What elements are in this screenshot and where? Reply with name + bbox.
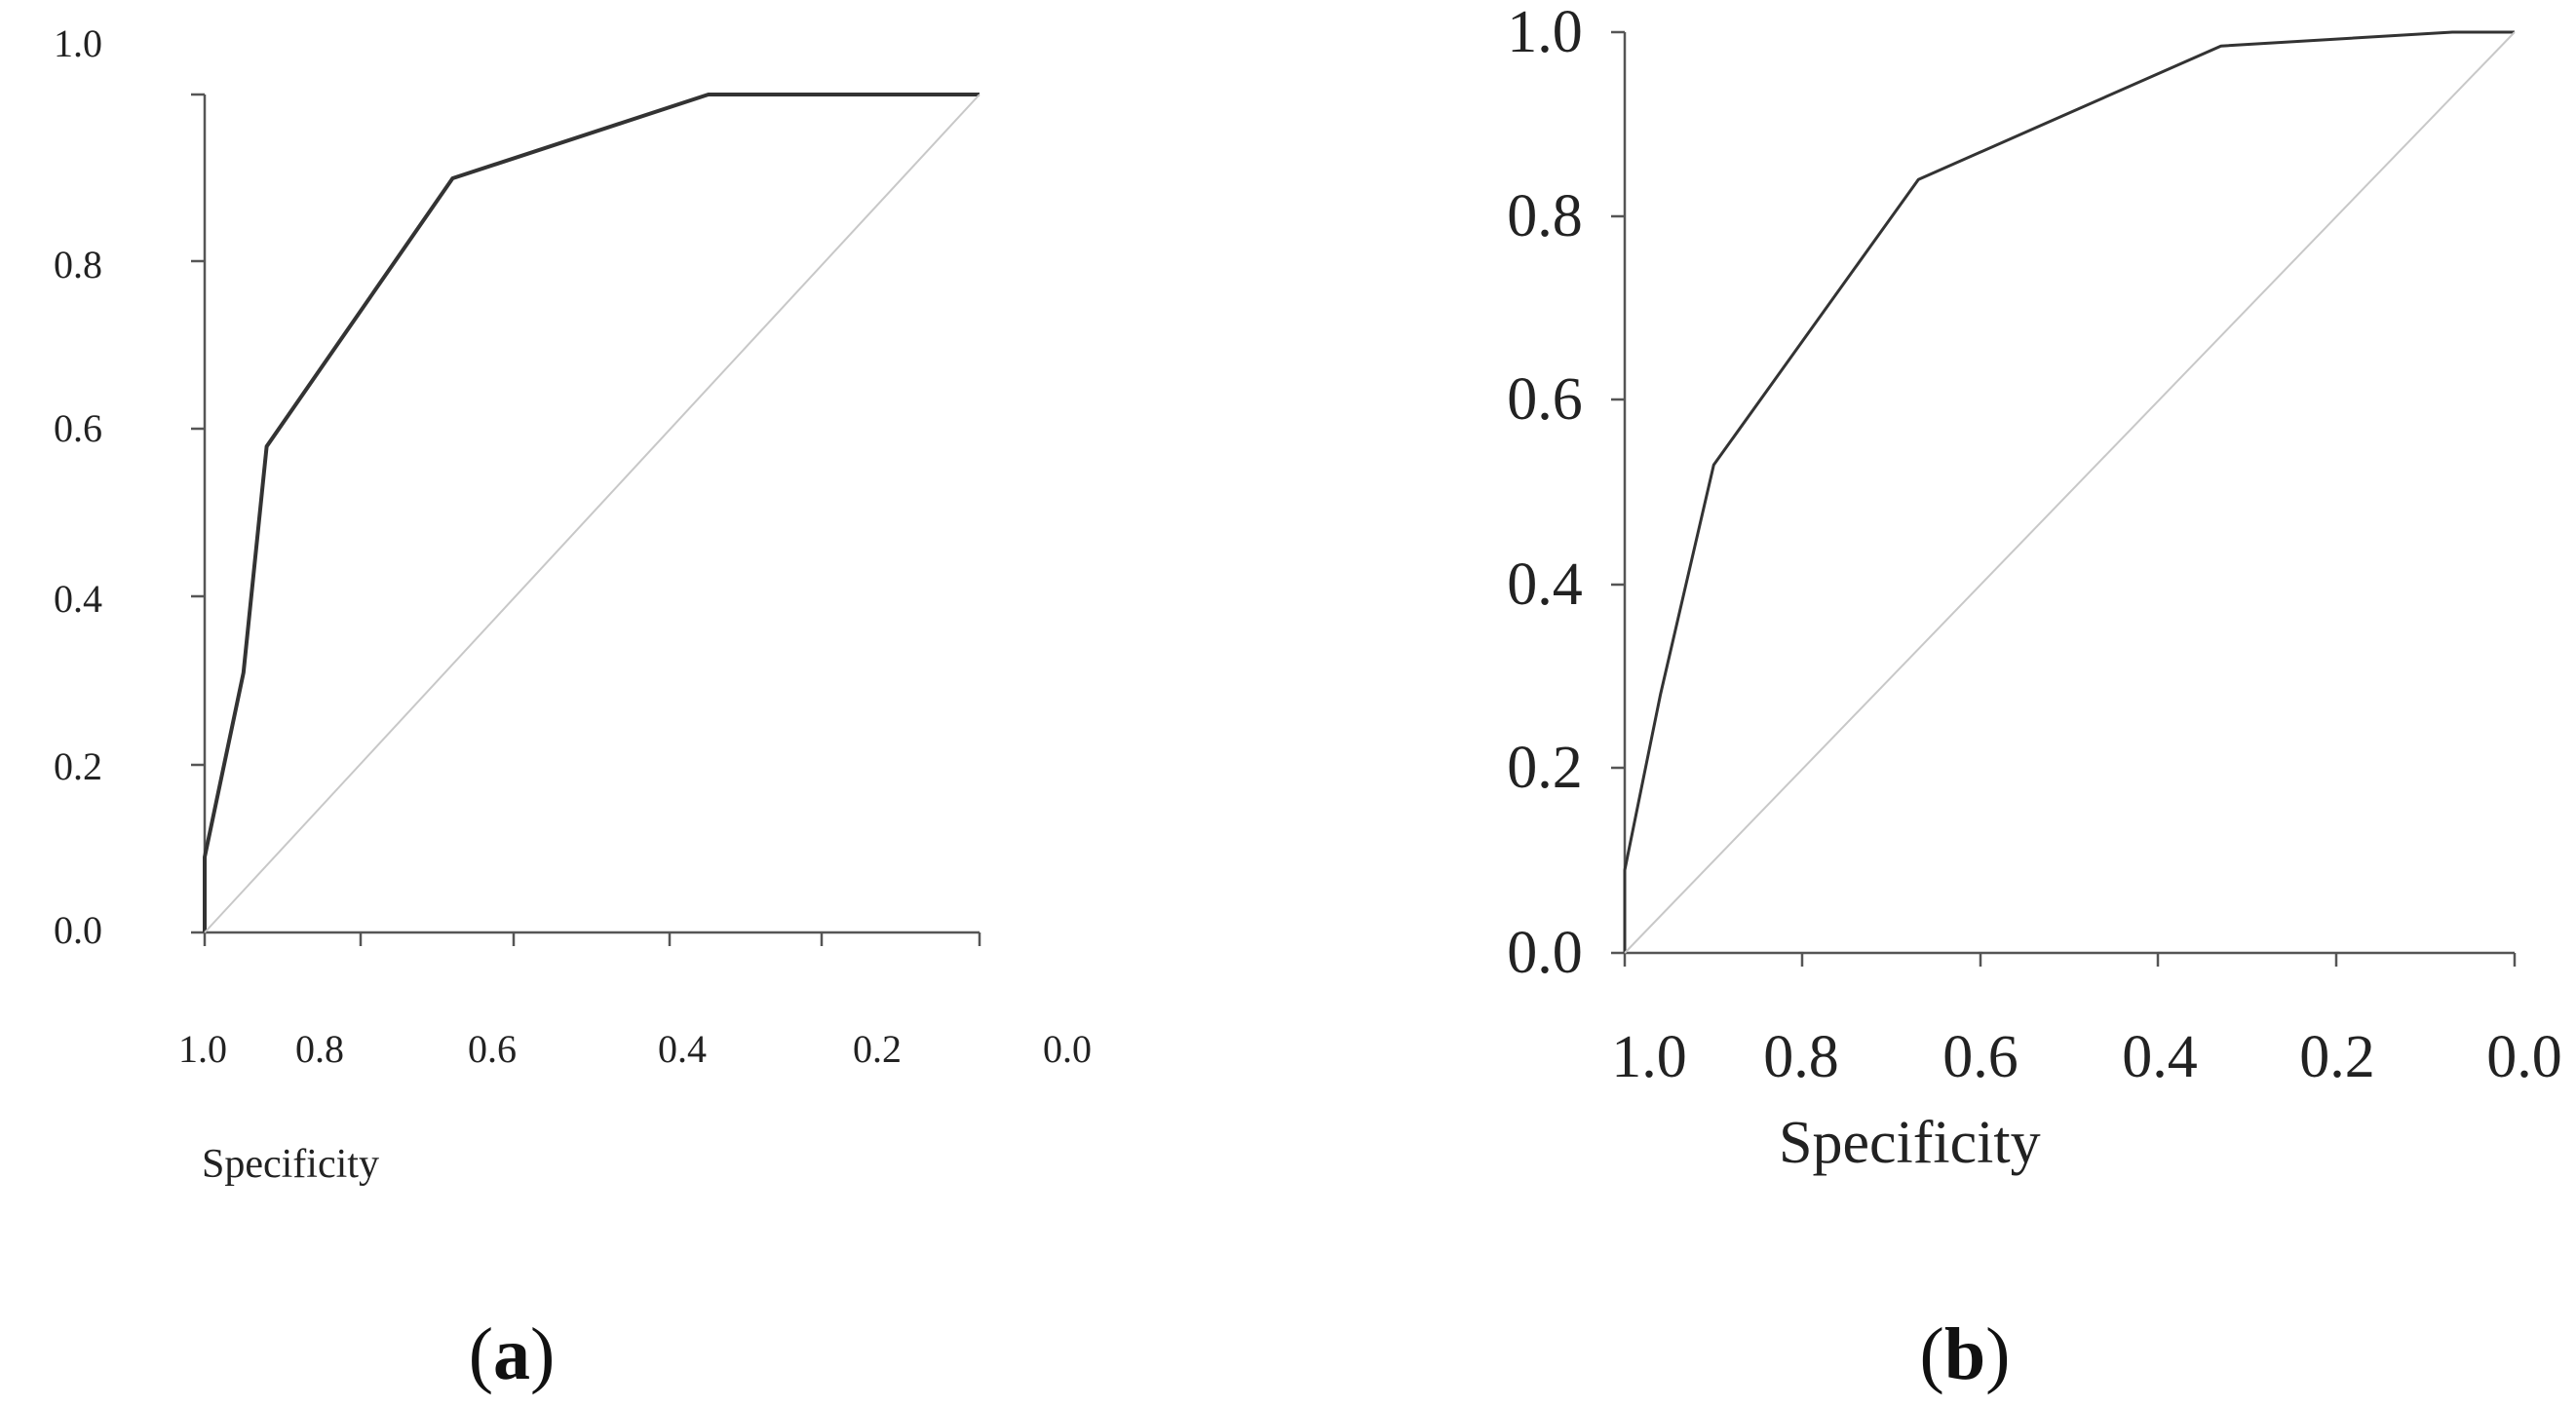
x-tick-label: 0.6 xyxy=(1942,1024,2019,1090)
x-tick-label: 0.2 xyxy=(853,1027,902,1071)
reference-diagonal-line xyxy=(204,94,980,933)
y-tick-label: 0.2 xyxy=(1507,735,1583,801)
x-axis-title: Specificity xyxy=(1779,1110,2041,1176)
panel-b-roc-chart: 0.0 0.2 0.4 0.6 0.8 1.0 1.0 0.8 0.6 0.4 0.2 0.0 Spec… xyxy=(1507,0,2562,1395)
x-tick-label: 0.4 xyxy=(2122,1024,2198,1090)
x-tick-label: 0.8 xyxy=(1763,1024,1839,1090)
panel-caption: (a) xyxy=(469,1313,556,1395)
y-tick-label: 0.6 xyxy=(1507,366,1583,433)
x-tick-label: 0.4 xyxy=(658,1027,707,1071)
x-tick-label: 1.0 xyxy=(1611,1024,1687,1090)
y-tick-label: 1.0 xyxy=(54,21,102,65)
x-axis-title: Specificity xyxy=(202,1142,379,1187)
y-tick-label: 0.6 xyxy=(54,406,102,450)
reference-diagonal-line xyxy=(1624,31,2516,954)
y-tick-label: 0.0 xyxy=(54,908,102,952)
x-tick-label: 0.8 xyxy=(295,1027,344,1071)
y-tick-label: 0.2 xyxy=(54,744,102,788)
x-tick-label: 1.0 xyxy=(178,1027,227,1071)
x-tick-label: 0.0 xyxy=(2486,1024,2562,1090)
roc-curve-line xyxy=(203,93,980,932)
panel-caption: (b) xyxy=(1920,1313,2011,1395)
x-tick-label: 0.2 xyxy=(2299,1024,2375,1090)
y-tick-label: 0.4 xyxy=(1507,551,1583,618)
panel-a-roc-chart: 0.0 0.2 0.4 0.6 0.8 1.0 1.0 0.8 0.6 0.4 0.2 0.0 Spec… xyxy=(54,21,1092,1395)
x-tick-label: 0.6 xyxy=(468,1027,517,1071)
y-tick-label: 0.8 xyxy=(1507,183,1583,249)
y-tick-label: 0.4 xyxy=(54,577,102,621)
y-tick-label: 0.0 xyxy=(1507,920,1583,986)
y-tick-label: 0.8 xyxy=(54,243,102,286)
y-tick-label: 1.0 xyxy=(1507,0,1583,65)
x-tick-label: 0.0 xyxy=(1043,1027,1092,1071)
roc-curve-line xyxy=(1623,30,2515,953)
